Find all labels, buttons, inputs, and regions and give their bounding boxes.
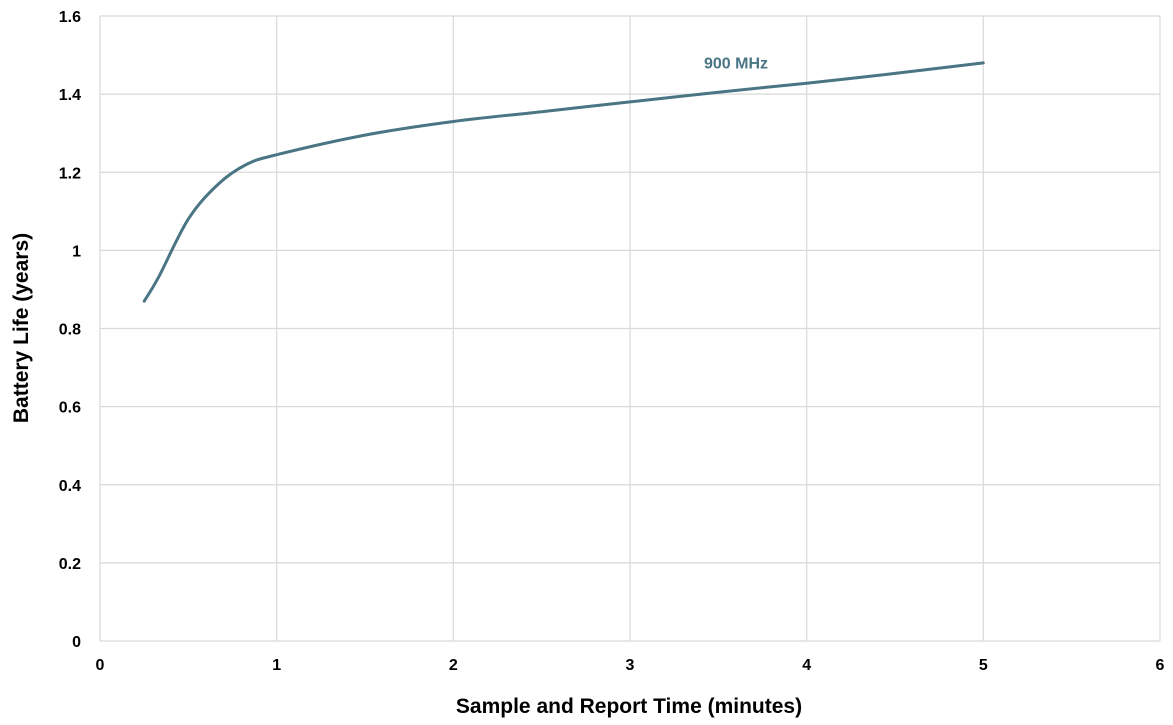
x-tick-label: 5 bbox=[979, 657, 988, 674]
series-layer: 900 MHz bbox=[142, 55, 985, 303]
y-tick-label: 1.2 bbox=[59, 165, 81, 182]
x-axis-ticks: 0 1 2 3 4 5 6 bbox=[96, 657, 1165, 674]
x-tick-label: 3 bbox=[626, 657, 635, 674]
y-tick-label: 1 bbox=[72, 243, 81, 260]
x-tick-label: 4 bbox=[802, 657, 811, 674]
grid bbox=[99, 15, 1161, 642]
x-tick-label: 0 bbox=[96, 657, 105, 674]
x-tick-label: 1 bbox=[272, 657, 281, 674]
y-tick-label: 0.8 bbox=[59, 322, 81, 339]
x-axis-title: Sample and Report Time (minutes) bbox=[456, 695, 802, 718]
y-axis-title: Battery Life (years) bbox=[10, 233, 33, 423]
y-tick-label: 0 bbox=[72, 634, 81, 651]
series-line-900mhz bbox=[142, 61, 985, 303]
x-tick-label: 6 bbox=[1156, 657, 1165, 674]
y-tick-label: 0.2 bbox=[59, 556, 81, 573]
y-tick-label: 1.4 bbox=[59, 87, 81, 104]
series-label: 900 MHz bbox=[704, 55, 768, 72]
y-axis-ticks: 0 0.2 0.4 0.6 0.8 1 1.2 1.4 1.6 bbox=[59, 9, 81, 651]
y-tick-label: 1.6 bbox=[59, 9, 81, 26]
y-tick-label: 0.6 bbox=[59, 400, 81, 417]
x-tick-label: 2 bbox=[449, 657, 458, 674]
y-tick-label: 0.4 bbox=[59, 478, 81, 495]
